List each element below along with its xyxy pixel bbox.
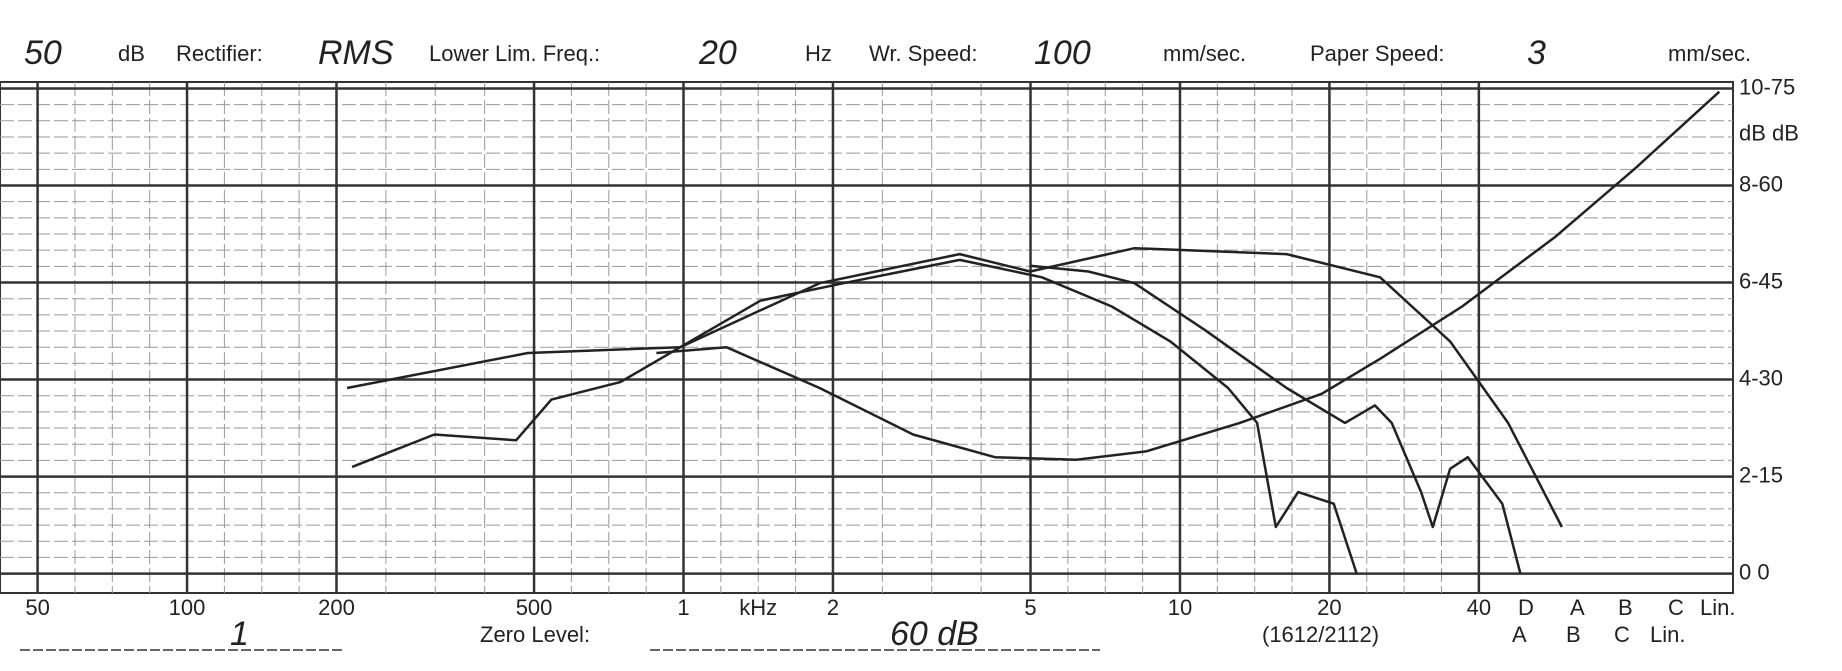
footer-text: 60 dB — [890, 615, 979, 653]
x-tick-label: 5 — [1024, 595, 1036, 620]
header-text: Hz — [805, 41, 832, 66]
y-axis-header: dB dB — [1739, 120, 1799, 145]
response-curve — [351, 258, 1358, 574]
footer-text: 1 — [230, 615, 249, 653]
x-tick-label: 1 — [677, 595, 689, 620]
scale-letter: Lin. — [1700, 595, 1735, 620]
y-tick-label: 4-30 — [1739, 365, 1783, 390]
header-text: 100 — [1034, 34, 1091, 72]
plot-frame — [0, 81, 1734, 594]
footer-text: Zero Level: — [480, 622, 590, 647]
x-tick-label: 50 — [25, 595, 49, 620]
header-text: mm/sec. — [1163, 41, 1246, 66]
x-tick-label: 40 — [1467, 595, 1491, 620]
header-text: dB — [118, 41, 145, 66]
footer-text: Lin. — [1650, 622, 1685, 647]
footer-text: C — [1614, 622, 1630, 647]
x-tick-label: 500 — [516, 595, 553, 620]
header-text: 20 — [698, 34, 737, 72]
y-tick-label: 0 0 — [1739, 559, 1770, 584]
scale-letter: C — [1668, 595, 1684, 620]
response-curve — [1029, 264, 1522, 574]
header-text: 3 — [1527, 34, 1546, 72]
scale-letter: D — [1518, 595, 1534, 620]
scale-letter: A — [1570, 595, 1585, 620]
header-text: Rectifier: — [176, 41, 263, 66]
response-curve — [346, 246, 1564, 528]
header-text: RMS — [318, 34, 394, 72]
x-tick-label: 20 — [1317, 595, 1341, 620]
footer-text: A — [1512, 622, 1527, 647]
y-tick-label: 8-60 — [1739, 171, 1783, 196]
header-text: Paper Speed: — [1310, 41, 1445, 66]
y-tick-label: 6-45 — [1739, 268, 1783, 293]
scale-letter: B — [1618, 595, 1633, 620]
response-curve — [656, 90, 1721, 462]
footer-text: B — [1566, 622, 1581, 647]
header-text: mm/sec. — [1668, 41, 1751, 66]
x-unit: kHz — [739, 595, 777, 620]
header-text: Wr. Speed: — [869, 41, 977, 66]
header-text: Lower Lim. Freq.: — [429, 41, 600, 66]
x-tick-label: 10 — [1168, 595, 1192, 620]
x-tick-label: 200 — [318, 595, 355, 620]
y-tick-label: 2-15 — [1739, 462, 1783, 487]
header-text: 50 — [24, 34, 62, 72]
x-tick-label: 2 — [827, 595, 839, 620]
x-tick-label: 100 — [169, 595, 206, 620]
footer-text: (1612/2112) — [1262, 622, 1379, 647]
y-tick-label: 10-75 — [1739, 74, 1795, 99]
